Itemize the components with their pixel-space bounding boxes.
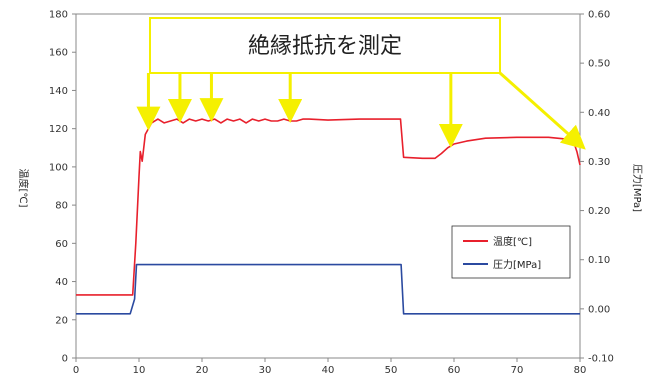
annotation-arrows: [136, 71, 586, 150]
legend-label-pressure: 圧力[MPa]: [493, 258, 541, 271]
annotation-callout: 絶縁抵抗を測定: [136, 17, 586, 150]
y-tick-label: 80: [55, 201, 68, 212]
y-tick-label: 180: [49, 10, 68, 21]
annotation-text: 絶縁抵抗を測定: [248, 34, 402, 59]
x-tick-label: 20: [196, 365, 209, 376]
x-tick-label: 10: [133, 365, 146, 376]
y2-tick-label: 0.60: [588, 10, 610, 21]
y2-tick-label: 0.20: [588, 206, 610, 217]
y2-tick-label: 0.40: [588, 108, 610, 119]
y-tick-label: 0: [62, 354, 68, 365]
x-tick-label: 50: [385, 365, 398, 376]
x-tick-label: 60: [448, 365, 461, 376]
y2-tick-label: 0.00: [588, 304, 610, 315]
series-line-pressure: [76, 263, 580, 315]
y-tick-label: 20: [55, 315, 68, 326]
y-axis-right: -0.10 0.00 0.10 0.20 0.30 0.40 0.50 0.60: [580, 10, 614, 365]
y-axis-left: 0 20 40 60 80 100 120 140 160 180: [49, 10, 76, 365]
y-tick-label: 60: [55, 239, 68, 250]
y2-tick-label: 0.30: [588, 157, 610, 168]
y-tick-label: 120: [49, 124, 68, 135]
y-axis-title: 温度[℃]: [17, 168, 30, 207]
y-tick-label: 40: [55, 277, 68, 288]
x-tick-label: 80: [574, 365, 587, 376]
x-tick-label: 70: [511, 365, 524, 376]
y-tick-label: 140: [49, 86, 68, 97]
legend-label-temperature: 温度[℃]: [493, 235, 532, 248]
x-tick-label: 0: [73, 365, 79, 376]
y-tick-label: 160: [49, 48, 68, 59]
annotation-arrow: [499, 71, 586, 150]
legend-box: [451, 225, 571, 279]
y-tick-label: 100: [49, 162, 68, 173]
y2-tick-label: 0.50: [588, 59, 610, 70]
y2-axis-title: 圧力[MPa]: [631, 164, 644, 212]
x-tick-label: 30: [259, 365, 272, 376]
x-axis: 0 10 20 30 40 50 60 70 80: [73, 358, 587, 376]
y2-tick-label: 0.10: [588, 255, 610, 266]
y2-tick-label: -0.10: [588, 354, 614, 365]
legend: 温度[℃] 圧力[MPa]: [451, 225, 571, 279]
annotation-box: [149, 17, 501, 74]
x-tick-label: 40: [322, 365, 335, 376]
